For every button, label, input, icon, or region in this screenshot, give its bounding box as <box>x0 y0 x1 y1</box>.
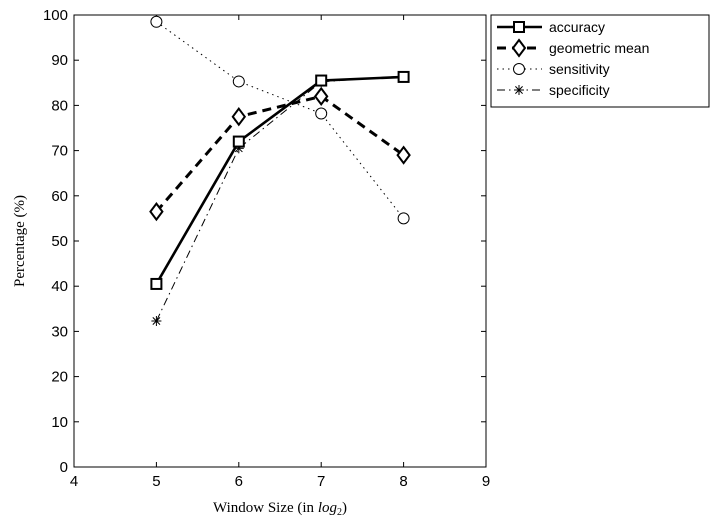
legend: accuracy geometric mean sensitivity specifi… <box>490 14 710 108</box>
y-tick-label: 40 <box>51 278 68 295</box>
legend-item: accuracy <box>497 19 605 35</box>
x-axis-label: Window Size (in log2) <box>213 500 347 518</box>
data-point <box>396 145 411 165</box>
x-tick-label: 4 <box>70 473 78 490</box>
series-accuracy <box>150 70 410 290</box>
legend-label: accuracy <box>549 19 605 35</box>
plot-area <box>73 14 487 468</box>
y-tick-label: 10 <box>51 414 68 431</box>
y-tick-label: 20 <box>51 369 68 386</box>
data-point <box>313 86 329 107</box>
series-geometric-mean <box>149 86 411 222</box>
data-point <box>150 15 163 28</box>
legend-item: sensitivity <box>497 61 610 77</box>
y-axis-label: Percentage (%) <box>12 195 28 287</box>
legend-marker <box>513 63 525 75</box>
y-tick-label: 0 <box>60 459 68 476</box>
legend-item: specificity <box>497 82 610 98</box>
series-line <box>156 21 404 219</box>
data-point <box>315 107 328 120</box>
y-tick-label: 30 <box>51 323 68 340</box>
legend-item: geometric mean <box>497 38 649 58</box>
y-tick-label: 100 <box>43 7 68 24</box>
y-tick-label: 50 <box>51 233 68 250</box>
data-point <box>149 201 164 222</box>
legend-marker <box>514 85 524 95</box>
legend-box <box>490 14 710 108</box>
x-tick-label: 6 <box>235 473 243 490</box>
legend-marker <box>513 21 525 33</box>
data-point <box>231 107 247 127</box>
x-tick-label: 5 <box>152 473 160 490</box>
series-line <box>155 75 404 285</box>
legend-label: geometric mean <box>549 40 649 56</box>
y-tick-label: 80 <box>51 97 68 114</box>
legend-marker <box>511 38 527 58</box>
data-point <box>397 70 410 83</box>
legend-label: specificity <box>549 82 610 98</box>
y-tick-label: 90 <box>51 52 68 69</box>
data-point <box>232 135 245 148</box>
data-point <box>315 74 328 87</box>
data-point <box>150 277 163 290</box>
series-group <box>149 15 411 327</box>
x-tick-label: 8 <box>399 473 407 490</box>
data-point <box>397 212 410 225</box>
data-point <box>232 75 245 88</box>
data-point <box>151 316 162 327</box>
legend-label: sensitivity <box>549 61 610 77</box>
x-tick-label: 7 <box>317 473 325 490</box>
y-tick-label: 70 <box>51 143 68 160</box>
x-tick-label: 9 <box>482 473 490 490</box>
legend-items: accuracy geometric mean sensitivity specifi… <box>497 19 649 98</box>
y-tick-label: 60 <box>51 188 68 205</box>
series-sensitivity <box>150 15 410 225</box>
series-line <box>155 94 405 213</box>
